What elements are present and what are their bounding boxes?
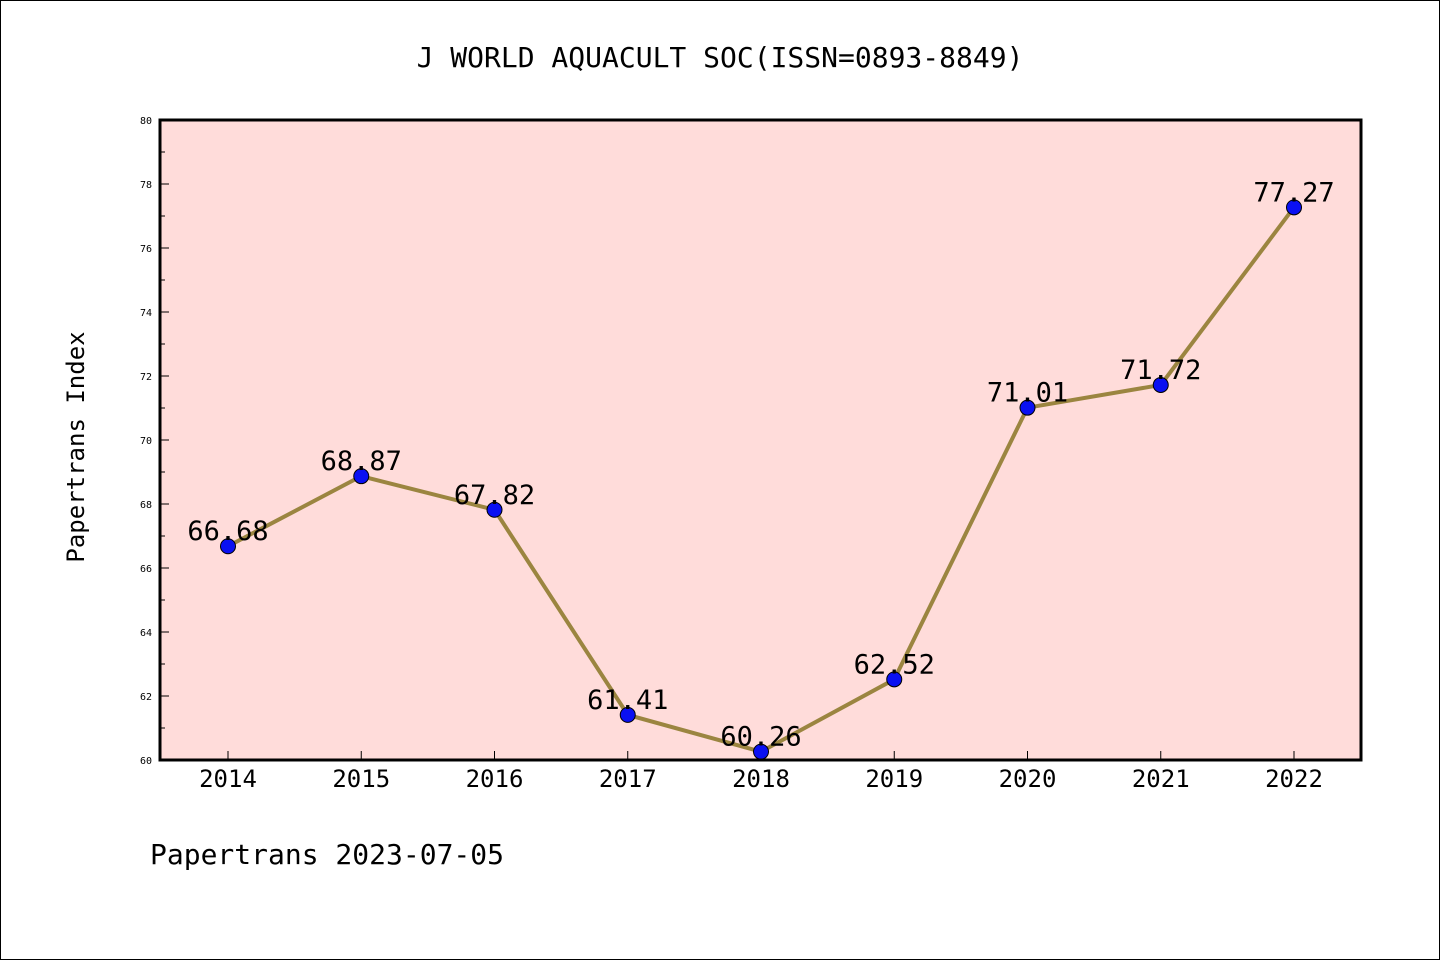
x-tick-label: 2021 [1132,765,1190,793]
y-axis-label: Papertrans Index [62,331,90,562]
y-tick-label: 62 [140,692,152,703]
data-point-marker [1152,376,1169,393]
y-axis: 60 62 64 66 68 70 72 74 76 78 80 [140,116,169,767]
y-tick-label: 74 [140,308,152,319]
data-point-marker [619,706,636,723]
data-point-marker [1019,399,1036,416]
y-tick-label: 80 [140,116,152,127]
y-tick-label: 68 [140,500,152,511]
x-tick-label: 2017 [599,765,657,793]
y-tick-label: 60 [140,756,152,767]
y-tick-label: 78 [140,180,152,191]
data-label: 62.52 [854,649,935,680]
data-point-marker [1286,199,1302,216]
data-label: 61.41 [587,685,668,716]
data-label: 71.72 [1120,355,1201,386]
x-tick-label: 2014 [199,765,257,793]
x-axis: 2014 2015 2016 2017 2018 2019 2020 2021 2022 [199,751,1323,793]
x-tick-label: 2022 [1265,765,1323,793]
chart-title: J WORLD AQUACULT SOC(ISSN=0893-8849) [417,41,1024,74]
y-tick-label: 64 [140,628,152,639]
data-point-marker [353,468,370,485]
data-label: 60.26 [720,722,801,753]
y-tick-label: 66 [140,564,152,575]
plot-area [160,120,1361,760]
data-label: 68.87 [321,446,402,477]
data-point-marker [220,538,236,555]
x-tick-label: 2016 [466,765,524,793]
footer-date-label: Papertrans 2023-07-05 [150,838,504,871]
x-tick-label: 2018 [732,765,790,793]
data-point-marker [486,501,503,518]
x-tick-label: 2015 [332,765,390,793]
series-line-group: 66.68 68.87 67.82 61.41 60.26 62.52 71.01 71.72… [187,177,1335,760]
data-point-marker [886,671,903,688]
data-label: 66.68 [187,516,268,547]
data-label: 67.82 [454,480,535,511]
y-tick-label: 72 [140,372,152,383]
plot-frame [158,118,1363,762]
x-tick-label: 2019 [865,765,923,793]
y-tick-label: 76 [140,244,152,255]
y-tick-label: 70 [140,436,152,447]
data-label: 71.01 [987,378,1068,409]
x-tick-label: 2020 [999,765,1057,793]
data-label: 77.27 [1253,177,1334,208]
